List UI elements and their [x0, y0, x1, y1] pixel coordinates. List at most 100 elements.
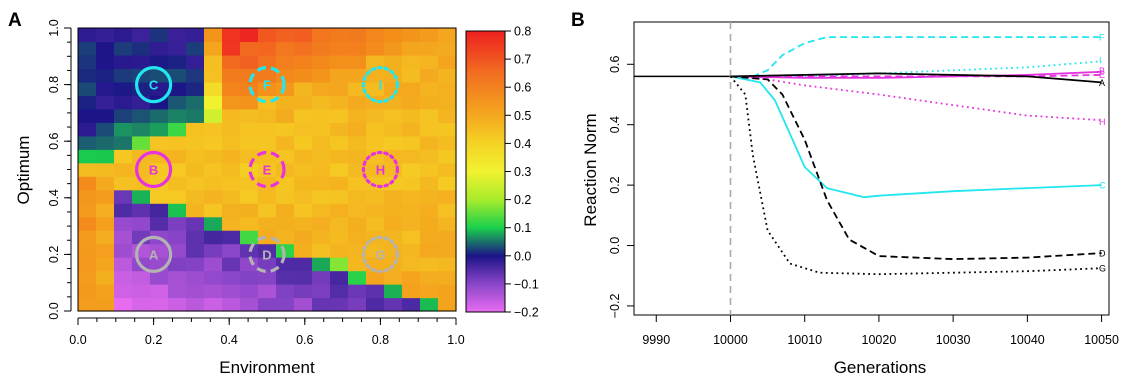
heatmap-cell: [420, 95, 439, 110]
heatmap-cell: [258, 149, 277, 164]
heatmap-cell: [240, 189, 259, 204]
heatmap-cell: [402, 68, 421, 83]
colorbar-tick-label: 0.4: [514, 137, 531, 151]
x-tick-label: 10020: [862, 333, 897, 347]
heatmap-cell: [222, 284, 241, 299]
heatmap-cell: [420, 122, 439, 137]
heatmap-cell: [258, 216, 277, 231]
marker-label-d: D: [262, 247, 271, 262]
heatmap-cell: [312, 122, 331, 137]
heatmap-cell: [168, 108, 187, 123]
heatmap-cell: [258, 108, 277, 123]
heatmap-cell: [204, 176, 223, 191]
heatmap-cell: [348, 284, 367, 299]
heatmap-cell: [150, 162, 169, 177]
heatmap-cell: [276, 189, 295, 204]
heatmap-cell: [276, 28, 295, 43]
series-line-i: [730, 60, 1102, 78]
heatmap-cell: [78, 230, 97, 245]
heatmap-cell: [222, 230, 241, 245]
heatmap-cell: [96, 28, 115, 43]
x-tick-label: 0.8: [372, 333, 389, 347]
heatmap-cell: [276, 41, 295, 56]
heatmap-cell: [366, 297, 385, 312]
heatmap-cell: [312, 203, 331, 218]
heatmap-cell: [204, 41, 223, 56]
heatmap-cell: [276, 68, 295, 83]
heatmap-cell: [312, 149, 331, 164]
series-label-b: B: [1099, 66, 1105, 76]
heatmap-cell: [186, 81, 205, 96]
heatmap-cell: [384, 122, 403, 137]
heatmap-cell: [222, 68, 241, 83]
series-label-d: D: [1099, 249, 1106, 259]
heatmap-cell: [114, 270, 133, 285]
heatmap-cell: [438, 216, 457, 231]
heatmap-cell: [330, 297, 349, 312]
heatmap-cell: [420, 216, 439, 231]
heatmap-cell: [276, 149, 295, 164]
x-tick-label: 10050: [1084, 333, 1119, 347]
heatmap-cell: [366, 189, 385, 204]
heatmap-cell: [294, 162, 313, 177]
heatmap-cell: [168, 68, 187, 83]
heatmap-cell: [114, 81, 133, 96]
heatmap-cell: [276, 135, 295, 150]
heatmap-cell: [312, 284, 331, 299]
heatmap-cell: [132, 68, 151, 83]
heatmap-cell: [240, 95, 259, 110]
heatmap-cell: [330, 28, 349, 43]
heatmap-cell: [240, 270, 259, 285]
heatmap-cell: [420, 41, 439, 56]
heatmap-cell: [258, 270, 277, 285]
heatmap-cell: [276, 297, 295, 312]
series-line-d: [730, 75, 1102, 260]
heatmap-cell: [384, 216, 403, 231]
marker-circle-i: [361, 65, 399, 104]
heatmap-cell: [204, 149, 223, 164]
panel-a-label: A: [8, 10, 22, 31]
heatmap-cell: [150, 54, 169, 70]
series-line-c: [730, 75, 1102, 199]
heatmap-cell: [258, 162, 277, 177]
heatmap-cell: [168, 284, 187, 299]
heatmap-cell: [168, 243, 187, 258]
heatmap-cell: [330, 122, 349, 137]
colorbar-ticks: −0.2 −0.1 0.0 0.1 0.2 0.3 0.4 0.5 0.6 0.7 0.8: [505, 25, 539, 320]
heatmap-cell: [78, 257, 97, 272]
heatmap-cell: [168, 122, 187, 137]
y-tick-label: −0.2: [608, 294, 622, 319]
heatmap-cell: [312, 216, 331, 231]
heatmap-cell: [204, 162, 223, 177]
heatmap-cell: [366, 108, 385, 123]
heatmap-cell: [438, 270, 457, 285]
heatmap-cell: [186, 95, 205, 110]
heatmap-cell: [348, 189, 367, 204]
heatmap-cell: [168, 135, 187, 150]
heatmap-cell: [96, 41, 115, 56]
heatmap-cell: [114, 68, 133, 83]
marker-label-f: F: [263, 78, 271, 93]
heatmap-cell: [150, 297, 169, 312]
heatmap-cell: [294, 149, 313, 164]
heatmap-cell: [204, 54, 223, 70]
heatmap-cell: [402, 284, 421, 299]
heatmap-cell: [78, 149, 97, 164]
heatmap-cell: [114, 284, 133, 299]
heatmap-cell: [402, 28, 421, 43]
heatmap-cell: [78, 28, 97, 43]
heatmap-cell: [168, 257, 187, 272]
heatmap-cell: [258, 95, 277, 110]
heatmap-cell: [222, 81, 241, 96]
heatmap-cell: [366, 122, 385, 137]
heatmap-cell: [204, 135, 223, 150]
heatmap-cell: [330, 203, 349, 218]
heatmap-cell: [366, 216, 385, 231]
heatmap-cell: [168, 28, 187, 43]
heatmap-cell: [114, 54, 133, 70]
heatmap-cell: [132, 216, 151, 231]
heatmap-cell: [438, 176, 457, 191]
heatmap-cell: [348, 270, 367, 285]
heatmap-cell: [96, 284, 115, 299]
